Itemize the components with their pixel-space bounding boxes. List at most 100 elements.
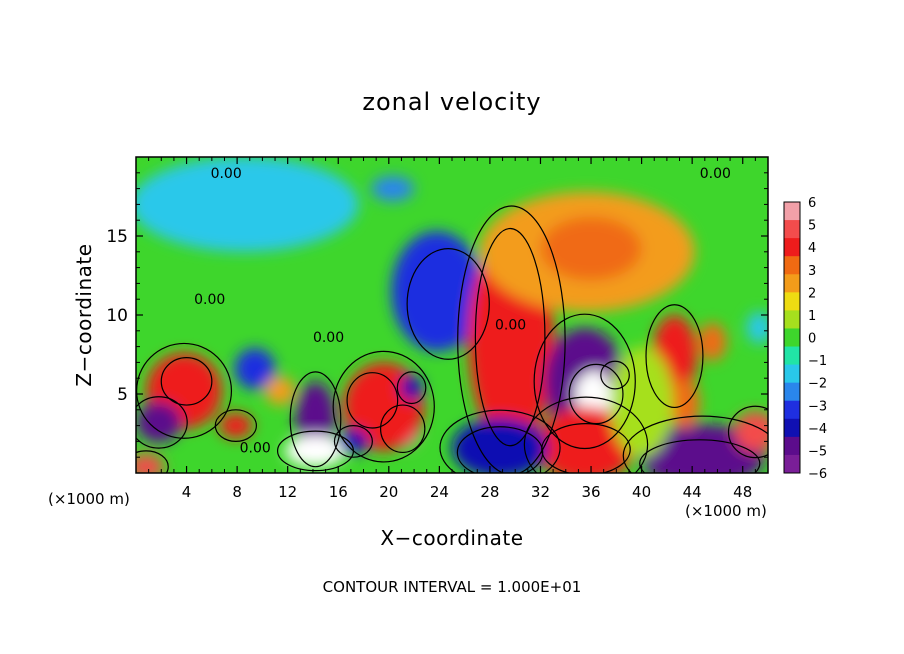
colorbar-label-9: −3 [808,399,827,414]
field-feature-36 [746,311,768,344]
x-tick-label-3: 16 [329,483,348,501]
contour-line-22 [396,371,427,405]
field-feature-14 [639,424,766,473]
contour-line-8 [456,426,544,473]
contour-line-1 [474,227,546,447]
y-tick-label-0: 5 [117,385,128,405]
contour-line-4 [568,363,624,425]
field-feature-10 [536,406,636,473]
contour-line-12 [160,357,213,406]
x-tick-label-8: 36 [581,483,600,501]
colorbar-swatch-12 [784,418,800,438]
heatmap-field [136,157,768,473]
field-feature-1 [391,231,483,352]
contour-label-1: 0.00 [700,166,731,182]
x-tick-label-7: 32 [531,483,550,501]
colorbar-swatch-6 [784,310,800,329]
contour-line-6 [541,423,631,473]
contour-line-9 [439,409,561,473]
colorbar-swatch-13 [784,436,800,456]
contour-line-15 [136,396,188,449]
colorbar-label-4: 2 [808,286,816,301]
contour-line-7 [523,396,649,473]
colorbar-swatch-4 [784,274,800,293]
field-feature-17 [219,412,253,439]
x-tick-label-10: 44 [683,483,702,501]
contour-interval-note: CONTOUR INTERVAL = 1.000E+01 [322,578,582,596]
x-tick-label-2: 12 [278,483,297,501]
contour-line-14 [214,409,257,443]
contour-line-23 [136,450,169,473]
contour-line-25 [645,304,704,409]
field-feature-31 [234,348,276,390]
field-feature-32 [264,376,296,406]
y-tick-label-1: 10 [106,306,128,326]
field-feature-20 [285,435,346,467]
contour-label-0: 0.00 [211,166,242,182]
colorbar-label-11: −5 [808,444,827,459]
colorbar-label-5: 1 [808,309,816,324]
contour-labels: 0.00 0.00 0.00 0.00 0.00 0.00 [194,166,731,457]
colorbar-swatch-11 [784,400,800,420]
x-unit-label-right: (×1000 m) [685,502,767,520]
field-feature-24 [338,428,369,455]
contour-label-3: 0.00 [313,330,344,346]
x-tick-label-5: 24 [430,483,449,501]
colorbar-label-8: −2 [808,377,827,392]
x-tick-label-9: 40 [632,483,651,501]
colorbar-swatch-9 [784,364,800,384]
colorbar-swatch-14 [784,454,800,474]
x-unit-label-left: (×1000 m) [48,490,130,508]
field-feature-35 [610,346,674,458]
contour-line-20 [332,350,435,463]
x-tick-label-1: 8 [232,483,242,501]
colorbar-label-10: −4 [808,422,827,437]
x-tick-label-4: 20 [379,483,398,501]
y-tick-label-2: 15 [106,227,128,247]
contour-line-21 [333,425,373,458]
x-tick-label-0: 4 [182,483,192,501]
field-features [136,157,768,473]
x-axis-label: X−coordinate [380,526,524,550]
colorbar-label-12: −6 [808,467,827,482]
colorbar-label-7: −1 [808,354,827,369]
contour-label-2: 0.00 [194,292,225,308]
contour-line-3 [533,313,636,450]
field-feature-5 [540,217,642,281]
colorbar-swatch-2 [784,238,800,257]
field-feature-25 [400,375,423,401]
colorbar-swatch-10 [784,382,800,402]
colorbar-label-0: 6 [808,196,816,211]
field-feature-26 [136,454,164,473]
chart-title: zonal velocity [362,88,542,116]
colorbar-label-2: 4 [808,241,816,256]
contour-label-5: 0.00 [240,441,271,457]
field-feature-30 [698,322,727,361]
colorbar: 6 5 4 3 2 1 0 −1 −2 −3 −4 −5 −6 [783,196,827,482]
field-feature-29 [669,378,700,429]
contour-label-4: 0.00 [495,317,526,333]
x-tick-label-6: 28 [480,483,499,501]
contour-line-19 [379,404,426,454]
contour-line-2 [457,205,566,473]
contour-line-0 [406,248,490,360]
colorbar-swatch-8 [784,346,800,365]
colorbar-swatch-1 [784,220,800,239]
y-axis-label: Z−coordinate [72,243,96,387]
colorbar-label-6: 0 [808,332,816,347]
colorbar-swatch-7 [784,328,800,347]
contour-line-11 [622,415,768,473]
contour-line-18 [346,372,399,429]
contour-line-5 [600,360,630,390]
colorbar-label-3: 3 [808,264,816,279]
field-feature-33 [136,157,359,252]
colorbar-swatch-5 [784,292,800,311]
contour-line-16 [289,371,342,468]
field-feature-34 [371,175,415,202]
colorbar-label-1: 5 [808,219,816,234]
colorbar-swatch-3 [784,256,800,275]
x-tick-label-11: 48 [733,483,752,501]
colorbar-swatch-0 [784,202,800,221]
